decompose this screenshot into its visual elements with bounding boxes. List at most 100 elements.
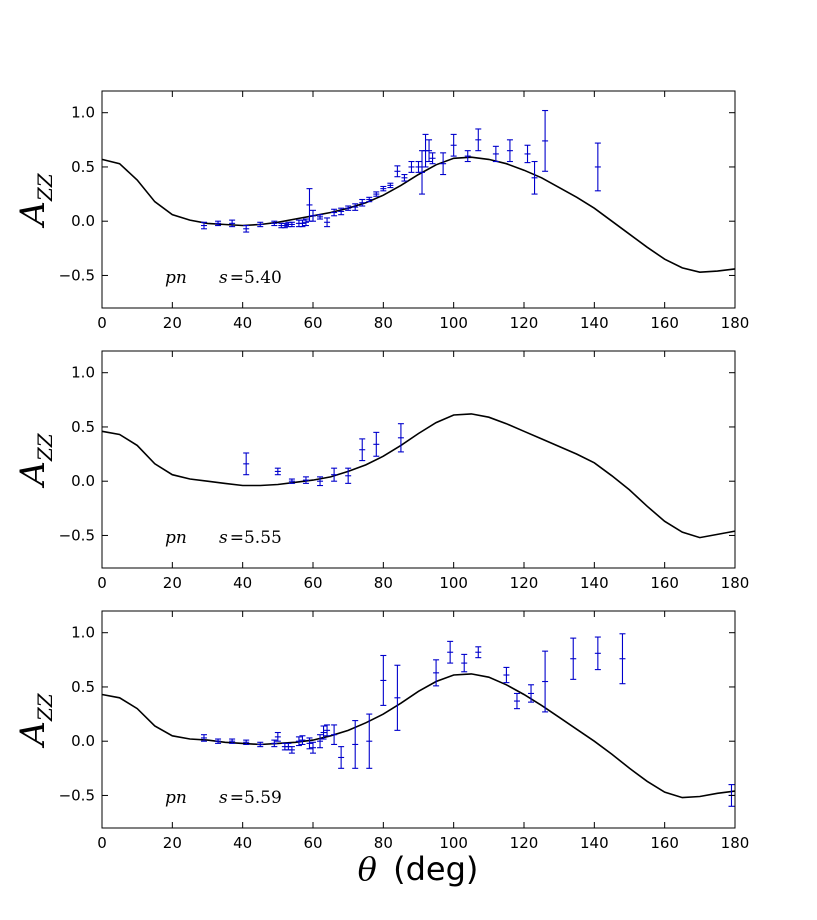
data-point xyxy=(373,191,380,197)
data-point xyxy=(324,217,331,228)
data-point xyxy=(243,739,250,746)
data-point xyxy=(338,746,345,769)
x-tick-label: 160 xyxy=(650,314,679,332)
data-point xyxy=(542,650,549,713)
data-point xyxy=(243,224,250,233)
y-axis-label-symbol: A xyxy=(13,721,53,749)
data-point xyxy=(317,476,324,487)
data-point xyxy=(461,653,468,673)
data-points xyxy=(200,109,601,233)
x-tick-label: 0 xyxy=(97,314,107,332)
y-tick-label: −0.5 xyxy=(59,786,95,804)
data-point xyxy=(542,109,549,172)
data-point xyxy=(317,734,324,749)
data-point xyxy=(380,185,387,192)
x-tick-label: 60 xyxy=(303,574,322,592)
data-point xyxy=(401,173,408,182)
y-tick-label: 0.5 xyxy=(71,678,95,696)
x-tick-label: 100 xyxy=(439,834,468,852)
x-tick-label: 160 xyxy=(650,834,679,852)
y-axis-label: AZZ xyxy=(13,692,57,748)
x-tick-label: 100 xyxy=(439,574,468,592)
data-point xyxy=(331,724,338,746)
data-point xyxy=(200,221,207,230)
reaction-label: pn xyxy=(165,528,187,548)
x-tick-label: 120 xyxy=(510,834,539,852)
data-point xyxy=(440,152,447,176)
data-point xyxy=(288,478,295,484)
data-point xyxy=(295,736,302,747)
x-tick-label: 20 xyxy=(163,574,182,592)
data-point xyxy=(302,476,309,484)
y-tick-label: −0.5 xyxy=(59,266,95,284)
model-curve xyxy=(101,413,736,539)
x-tick-label: 40 xyxy=(233,574,252,592)
y-tick-label: 0.0 xyxy=(71,472,95,490)
data-point xyxy=(257,741,264,748)
data-point xyxy=(366,196,373,203)
x-tick-label: 120 xyxy=(510,574,539,592)
data-point xyxy=(408,160,415,173)
data-point xyxy=(503,666,510,684)
data-point xyxy=(229,738,236,744)
data-point xyxy=(215,220,222,227)
data-point xyxy=(447,640,454,664)
y-tick-label: 1.0 xyxy=(71,104,95,122)
x-tick-label: 120 xyxy=(510,314,539,332)
data-point xyxy=(310,741,316,754)
data-point xyxy=(317,214,324,220)
data-point xyxy=(528,684,535,703)
y-axis-label-subscript: ZZ xyxy=(33,172,57,202)
data-point xyxy=(274,467,281,476)
x-tick-label: 0 xyxy=(97,834,107,852)
energy-value: =5.40 xyxy=(230,268,282,288)
data-point xyxy=(380,654,387,706)
x-tick-label: 40 xyxy=(233,834,252,852)
x-tick-label: 20 xyxy=(163,834,182,852)
data-points xyxy=(243,423,404,487)
data-point xyxy=(359,198,366,207)
x-tick-label: 140 xyxy=(580,834,609,852)
data-point xyxy=(419,150,426,195)
data-point xyxy=(324,724,331,737)
energy-symbol: s xyxy=(219,528,228,548)
x-tick-label: 180 xyxy=(721,834,750,852)
data-point xyxy=(288,746,295,754)
y-tick-label: 0.0 xyxy=(71,732,95,750)
data-point xyxy=(288,221,295,228)
plot-frame xyxy=(101,90,736,309)
y-axis-label-symbol: A xyxy=(13,461,53,489)
model-curve xyxy=(101,673,736,799)
data-point xyxy=(594,142,601,192)
x-tick-label: 60 xyxy=(303,834,322,852)
y-tick-label: 1.0 xyxy=(71,364,95,382)
data-point xyxy=(394,165,401,178)
data-point xyxy=(464,150,471,163)
x-tick-label: 140 xyxy=(580,314,609,332)
y-tick-label: 1.0 xyxy=(71,624,95,642)
data-point xyxy=(415,160,422,173)
data-point xyxy=(366,713,373,769)
reaction-label: pn xyxy=(165,788,187,808)
data-point xyxy=(531,160,538,195)
data-point xyxy=(299,219,306,228)
energy-symbol: s xyxy=(219,788,228,808)
plot-frame xyxy=(101,350,736,569)
x-tick-label: 20 xyxy=(163,314,182,332)
data-point xyxy=(331,208,338,217)
panels: 0 20 40 60 80 100 120 140 160 1801.00.50.0−0.5AZZ… xyxy=(13,90,750,852)
chart-panel-middle: 0 20 40 60 80 100 120 140 160 180 1.0 0.5 0.0 −0.5 AZZ… xyxy=(13,350,749,592)
x-tick-label: 0 xyxy=(97,574,107,592)
data-point xyxy=(352,203,359,211)
data-point xyxy=(229,219,236,228)
energy-label: s =5.40 xyxy=(219,268,282,288)
reaction-label: pn xyxy=(165,268,187,288)
data-point xyxy=(594,636,601,671)
y-axis-label-symbol: A xyxy=(13,201,53,229)
data-point xyxy=(429,152,436,165)
x-tick-label: 160 xyxy=(650,574,679,592)
x-tick-label: 140 xyxy=(580,574,609,592)
y-axis-label: AZZ xyxy=(13,432,57,488)
energy-label: s =5.55 xyxy=(219,528,282,548)
